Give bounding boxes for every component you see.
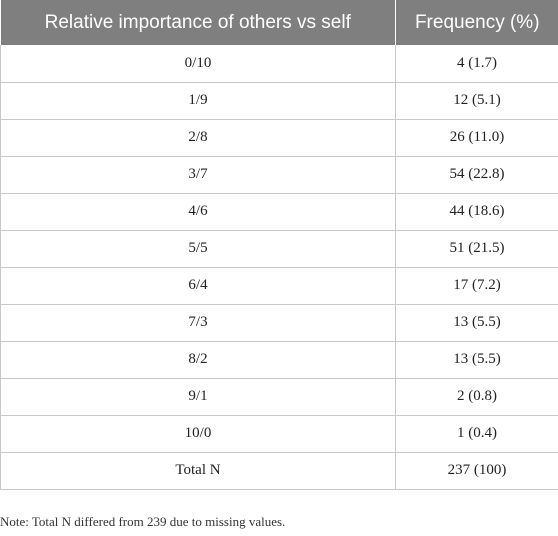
cell-frequency: 17 (7.2) [395,267,558,305]
cell-ratio: 2/8 [0,119,396,157]
cell-total-value: 237 (100) [395,452,558,490]
frequency-table: Relative importance of others vs self Fr… [0,0,558,490]
cell-total-label: Total N [0,452,396,490]
table-header: Relative importance of others vs self Fr… [0,0,558,45]
table-row: 7/3 13 (5.5) [0,304,558,342]
cell-frequency: 51 (21.5) [395,230,558,268]
cell-frequency: 1 (0.4) [395,415,558,453]
cell-ratio: 10/0 [0,415,396,453]
table-row: 9/1 2 (0.8) [0,378,558,416]
table-row: 8/2 13 (5.5) [0,341,558,379]
cell-ratio: 9/1 [0,378,396,416]
table-row: 1/9 12 (5.1) [0,82,558,120]
cell-ratio: 0/10 [0,45,396,83]
table-footnote: Note: Total N differed from 239 due to m… [0,514,286,529]
cell-ratio: 3/7 [0,156,396,194]
cell-ratio: 6/4 [0,267,396,305]
table-body: 0/10 4 (1.7) 1/9 12 (5.1) 2/8 26 (11.0) … [0,45,558,490]
table-row-total: Total N 237 (100) [0,452,558,490]
cell-frequency: 44 (18.6) [395,193,558,231]
cell-frequency: 4 (1.7) [395,45,558,83]
cell-ratio: 4/6 [0,193,396,231]
cell-ratio: 7/3 [0,304,396,342]
table-row: 0/10 4 (1.7) [0,45,558,83]
cell-ratio: 1/9 [0,82,396,120]
table-row: 3/7 54 (22.8) [0,156,558,194]
table-row: 10/0 1 (0.4) [0,415,558,453]
table-row: 6/4 17 (7.2) [0,267,558,305]
cell-ratio: 5/5 [0,230,396,268]
table-row: 5/5 51 (21.5) [0,230,558,268]
table-row: 2/8 26 (11.0) [0,119,558,157]
cell-ratio: 8/2 [0,341,396,379]
cell-frequency: 13 (5.5) [395,304,558,342]
header-row: Relative importance of others vs self Fr… [0,0,558,45]
header-frequency: Frequency (%) [395,0,558,45]
cell-frequency: 13 (5.5) [395,341,558,379]
cell-frequency: 2 (0.8) [395,378,558,416]
cell-frequency: 54 (22.8) [395,156,558,194]
cell-frequency: 12 (5.1) [395,82,558,120]
frequency-table-container: Relative importance of others vs self Fr… [0,0,558,490]
header-relative-importance: Relative importance of others vs self [0,0,396,45]
cell-frequency: 26 (11.0) [395,119,558,157]
table-row: 4/6 44 (18.6) [0,193,558,231]
